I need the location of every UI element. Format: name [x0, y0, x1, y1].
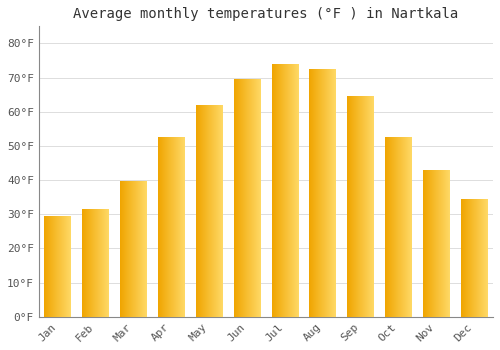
- Bar: [44, 216, 71, 317]
- Bar: [348, 96, 374, 317]
- Bar: [120, 182, 146, 317]
- Bar: [272, 64, 298, 317]
- Bar: [310, 69, 336, 317]
- Bar: [158, 137, 184, 317]
- Bar: [82, 209, 109, 317]
- Bar: [234, 79, 260, 317]
- Bar: [196, 105, 222, 317]
- Bar: [423, 170, 450, 317]
- Bar: [461, 199, 487, 317]
- Title: Average monthly temperatures (°F ) in Nartkala: Average monthly temperatures (°F ) in Na…: [74, 7, 458, 21]
- Bar: [385, 137, 411, 317]
